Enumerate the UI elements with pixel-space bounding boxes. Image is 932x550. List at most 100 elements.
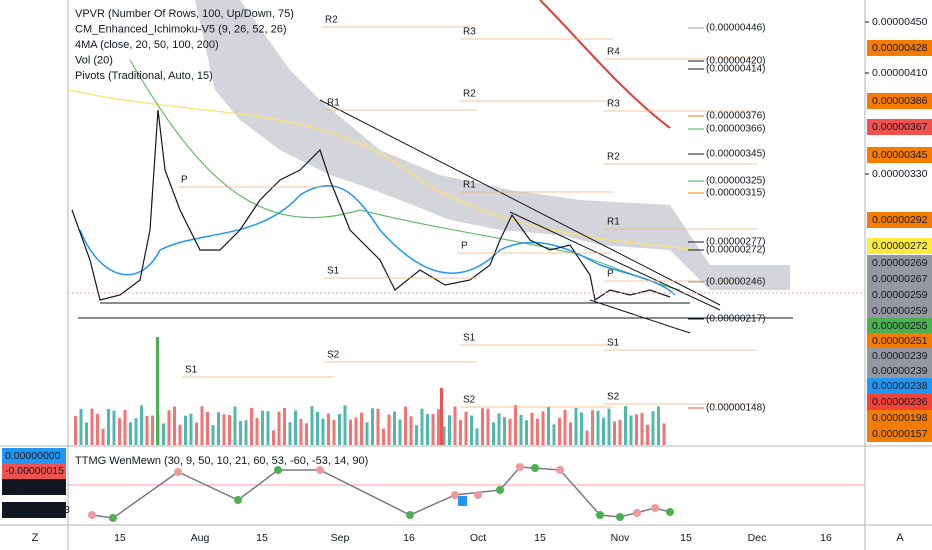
volume-bar — [464, 411, 468, 445]
pivot-label: P — [607, 269, 614, 280]
pivot-label: S1 — [185, 365, 198, 376]
volume-bar — [206, 411, 209, 445]
volume-bar — [497, 413, 501, 445]
level-label: (0.00000414) — [706, 64, 766, 75]
level-label: (0.00000366) — [706, 124, 766, 135]
volume-bar — [591, 410, 594, 445]
time-axis-label: 15 — [256, 532, 268, 544]
level-label: (0.00000325) — [706, 176, 766, 187]
pivot-label: S2 — [463, 395, 476, 406]
volume-bar — [415, 425, 418, 445]
volume-bar — [244, 420, 248, 445]
legend-entry: CM_Enhanced_Ichimoku-V5 (9, 26, 52, 26) — [75, 23, 287, 35]
level-label: (0.00000315) — [706, 188, 766, 199]
pivot-label: P — [461, 241, 468, 252]
trendline — [319, 99, 721, 306]
corner-button: Z — [32, 532, 39, 544]
volume-bar — [640, 413, 644, 445]
volume-bar — [255, 418, 259, 445]
oscillator-dot — [316, 466, 324, 474]
volume-bar — [162, 423, 165, 445]
volume-bar — [404, 406, 407, 445]
volume-bar — [228, 414, 231, 445]
volume-bar — [261, 410, 264, 445]
oscillator-dot — [633, 509, 641, 517]
volume-bar — [74, 416, 77, 445]
volume-bar — [167, 410, 171, 445]
pivot-label: P — [181, 175, 188, 186]
price-badge — [867, 40, 932, 56]
volume-bar — [547, 406, 550, 445]
volume-bar — [563, 409, 567, 445]
level-label: (0.00000217) — [706, 314, 766, 325]
volume-bar — [607, 408, 611, 445]
volume-bar — [371, 408, 374, 445]
price-axis-label: 0.00000386 — [872, 95, 928, 107]
pivot-label: R2 — [325, 15, 338, 26]
time-axis-label: Aug — [191, 532, 210, 544]
osc-badge — [2, 448, 66, 464]
volume-bar — [662, 423, 666, 445]
oscillator-dots — [88, 463, 674, 522]
price-axis-label: 0.00000251 — [872, 335, 928, 347]
legend-entry: Pivots (Traditional, Auto, 15) — [75, 70, 213, 82]
price-badge — [867, 348, 932, 364]
volume-bar — [552, 424, 556, 445]
pivot-label: S1 — [607, 338, 620, 349]
price-axis-label: 0.00000267 — [872, 273, 928, 285]
price-badge — [867, 378, 932, 394]
oscillator-axis-label: -0.00000015 — [5, 465, 64, 477]
price-badge — [867, 287, 932, 303]
volume-bar — [525, 420, 528, 445]
level-label: (0.00000345) — [706, 149, 766, 160]
volume-bar — [195, 422, 198, 445]
volume-bar — [585, 430, 589, 445]
price-axis-label: 0.00000236 — [872, 396, 928, 408]
volume-bar — [431, 413, 435, 445]
volume-bar — [398, 419, 402, 445]
price-axis-label: 0.00000198 — [872, 412, 928, 424]
volume-bar — [596, 410, 600, 445]
level-label: (0.00000277) — [706, 237, 766, 248]
volume-bar — [558, 417, 561, 445]
corner-button: A — [896, 532, 904, 544]
volume-bar — [343, 405, 347, 445]
osc-badge — [2, 463, 66, 479]
price-axis-label: 0.00000239 — [872, 350, 928, 362]
volume-bar — [79, 408, 83, 445]
volume-bar — [277, 411, 281, 445]
volume-bar — [156, 337, 159, 445]
ma-50 — [129, 59, 681, 291]
volume-bar — [420, 408, 424, 445]
volume-bar — [365, 422, 369, 445]
volume-bar — [178, 424, 182, 445]
oscillator-dot — [651, 504, 659, 512]
labels: VPVR (Number Of Rows, 100, Up/Down, 75) C… — [2, 8, 932, 544]
legend-entry: 4MA (close, 20, 50, 100, 200) — [75, 39, 219, 51]
volume-bar — [266, 411, 270, 445]
volume-bar — [437, 409, 440, 445]
volume-bar — [503, 417, 506, 445]
osc-badge — [2, 479, 66, 495]
time-axis-label: Oct — [470, 532, 486, 544]
pivot-label: R2 — [607, 152, 620, 163]
price-badge — [867, 333, 932, 349]
volume-bar — [486, 408, 490, 445]
price-badge — [867, 303, 932, 319]
volume-bar — [288, 422, 292, 445]
level-label: (0.00000148) — [706, 403, 766, 414]
price-axis-label: 0.00000272 — [872, 240, 928, 252]
volume-bar — [305, 423, 308, 445]
volume-bar — [107, 408, 110, 445]
volume-bar — [382, 428, 385, 445]
pivot-label: R4 — [607, 47, 620, 58]
volume-bar — [387, 414, 391, 445]
time-axis-label: 15 — [534, 532, 546, 544]
volume-bar — [393, 411, 396, 445]
osc-badge — [2, 502, 66, 518]
volume-bar — [250, 408, 253, 445]
volume-bar — [481, 408, 484, 445]
volume-bar — [602, 417, 605, 445]
volume-bar — [448, 415, 451, 445]
